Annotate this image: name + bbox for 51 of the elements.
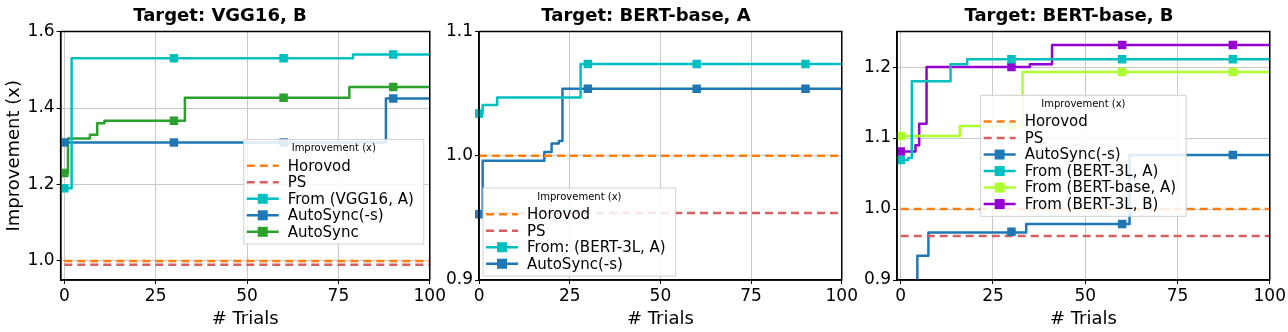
y-tick-label: 0.9 bbox=[863, 268, 892, 289]
x-tick-label: 25 bbox=[144, 284, 167, 305]
legend-label: From (BERT-base, A) bbox=[1024, 178, 1177, 197]
y-axis-title: Improvement (x) bbox=[2, 80, 24, 232]
y-tick-label: 1.0 bbox=[863, 197, 892, 218]
x-tick-label: 25 bbox=[982, 284, 1004, 305]
chart-title: Target: VGG16, B bbox=[133, 4, 307, 26]
x-tick-label: 25 bbox=[558, 284, 581, 305]
legend-label: From (BERT-3L, A) bbox=[1024, 161, 1159, 180]
legend-label: AutoSync(-s) bbox=[1024, 145, 1121, 164]
y-tick-label: 1.1 bbox=[445, 20, 474, 41]
legend-label: Horovod bbox=[1024, 112, 1088, 131]
legend-title: Improvement (x) bbox=[1041, 97, 1126, 109]
y-tick-label: 1.0 bbox=[445, 144, 474, 165]
y-tick-label: 0.9 bbox=[445, 268, 474, 289]
x-tick-label: 75 bbox=[327, 284, 350, 305]
x-tick-label: 100 bbox=[413, 284, 446, 305]
legend-label: PS bbox=[527, 221, 546, 240]
x-axis-title: # Trials bbox=[211, 306, 279, 328]
x-tick-label: 75 bbox=[1166, 284, 1189, 305]
x-axis-title: # Trials bbox=[626, 306, 694, 328]
y-tick-label: 1.6 bbox=[27, 20, 55, 41]
legend-label: From: (BERT-3L, A) bbox=[527, 238, 666, 257]
chart-title: Target: BERT-base, A bbox=[541, 4, 751, 26]
legend-label: Horovod bbox=[527, 205, 591, 224]
x-tick-label: 0 bbox=[895, 284, 907, 305]
x-tick-label: 50 bbox=[236, 284, 258, 305]
y-tick-label: 1.2 bbox=[863, 55, 892, 76]
x-tick-label: 100 bbox=[1253, 284, 1286, 305]
x-tick-label: 100 bbox=[825, 284, 858, 305]
chart-title: Target: BERT-base, B bbox=[964, 4, 1174, 26]
y-tick-label: 1.4 bbox=[27, 96, 55, 117]
x-tick-label: 50 bbox=[649, 284, 672, 305]
y-tick-label: 1.2 bbox=[27, 172, 55, 193]
legend-title: Improvement (x) bbox=[537, 190, 622, 202]
x-tick-label: 0 bbox=[473, 284, 485, 305]
legend-label: AutoSync bbox=[287, 222, 359, 241]
legend-label: From (BERT-3L, B) bbox=[1024, 194, 1159, 213]
legend-label: AutoSync(-s) bbox=[527, 254, 623, 273]
x-axis-title: # Trials bbox=[1049, 306, 1117, 328]
y-tick-label: 1.1 bbox=[863, 126, 892, 147]
x-tick-label: 75 bbox=[740, 284, 762, 305]
legend-label: Horovod bbox=[287, 156, 351, 175]
legend-title: Improvement (x) bbox=[291, 142, 376, 154]
x-tick-label: 50 bbox=[1074, 284, 1097, 305]
legend-label: PS bbox=[1024, 128, 1044, 147]
legend-label: From (VGG16, A) bbox=[287, 189, 414, 208]
y-tick-label: 1.0 bbox=[27, 249, 55, 270]
x-tick-label: 0 bbox=[58, 284, 70, 305]
legend-label: PS bbox=[287, 173, 307, 192]
legend-label: AutoSync(-s) bbox=[287, 206, 384, 225]
